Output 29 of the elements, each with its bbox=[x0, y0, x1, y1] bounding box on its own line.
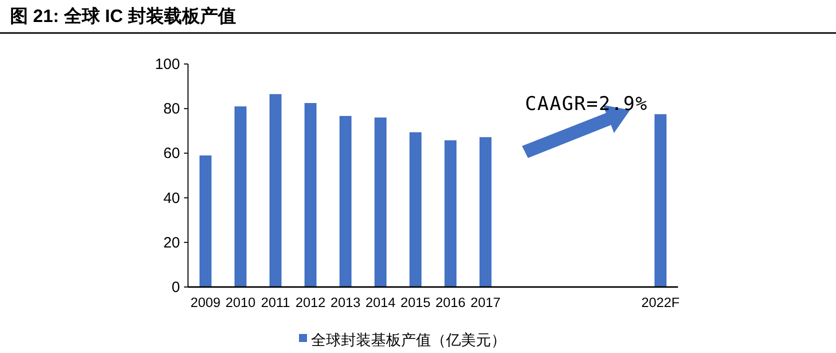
annotation: CAAGR=2.9% bbox=[525, 93, 648, 115]
y-tick-label: 20 bbox=[163, 234, 180, 252]
bar bbox=[270, 94, 282, 287]
bar bbox=[234, 106, 246, 287]
x-tick-label: 2016 bbox=[435, 295, 466, 310]
bar bbox=[200, 155, 212, 287]
x-tick-label: 2015 bbox=[400, 295, 431, 310]
x-tick-label: 2017 bbox=[470, 295, 501, 310]
bar bbox=[654, 114, 666, 287]
bar bbox=[340, 116, 352, 287]
x-tick-label: 2014 bbox=[365, 295, 396, 310]
bar bbox=[444, 140, 456, 287]
x-tick-label: 2009 bbox=[190, 295, 221, 310]
x-tick-label: 2022F bbox=[641, 295, 680, 310]
y-tick-label: 60 bbox=[163, 145, 180, 162]
x-tick-label: 2012 bbox=[295, 295, 326, 310]
x-tick-label: 2011 bbox=[260, 295, 290, 310]
y-tick-label: 80 bbox=[163, 100, 180, 118]
bar bbox=[304, 103, 316, 287]
x-tick-label: 2013 bbox=[330, 295, 361, 310]
y-tick-label: 0 bbox=[172, 279, 180, 296]
bar bbox=[480, 137, 492, 287]
legend-label: 全球封装基板产值（亿美元） bbox=[311, 331, 506, 349]
y-tick-label: 100 bbox=[154, 56, 180, 73]
chart-title: 图 21: 全球 IC 封装载板产值 bbox=[10, 6, 236, 26]
bar bbox=[410, 132, 422, 287]
x-tick-label: 2010 bbox=[225, 295, 256, 310]
bar bbox=[374, 118, 386, 287]
y-tick-label: 40 bbox=[163, 190, 180, 207]
